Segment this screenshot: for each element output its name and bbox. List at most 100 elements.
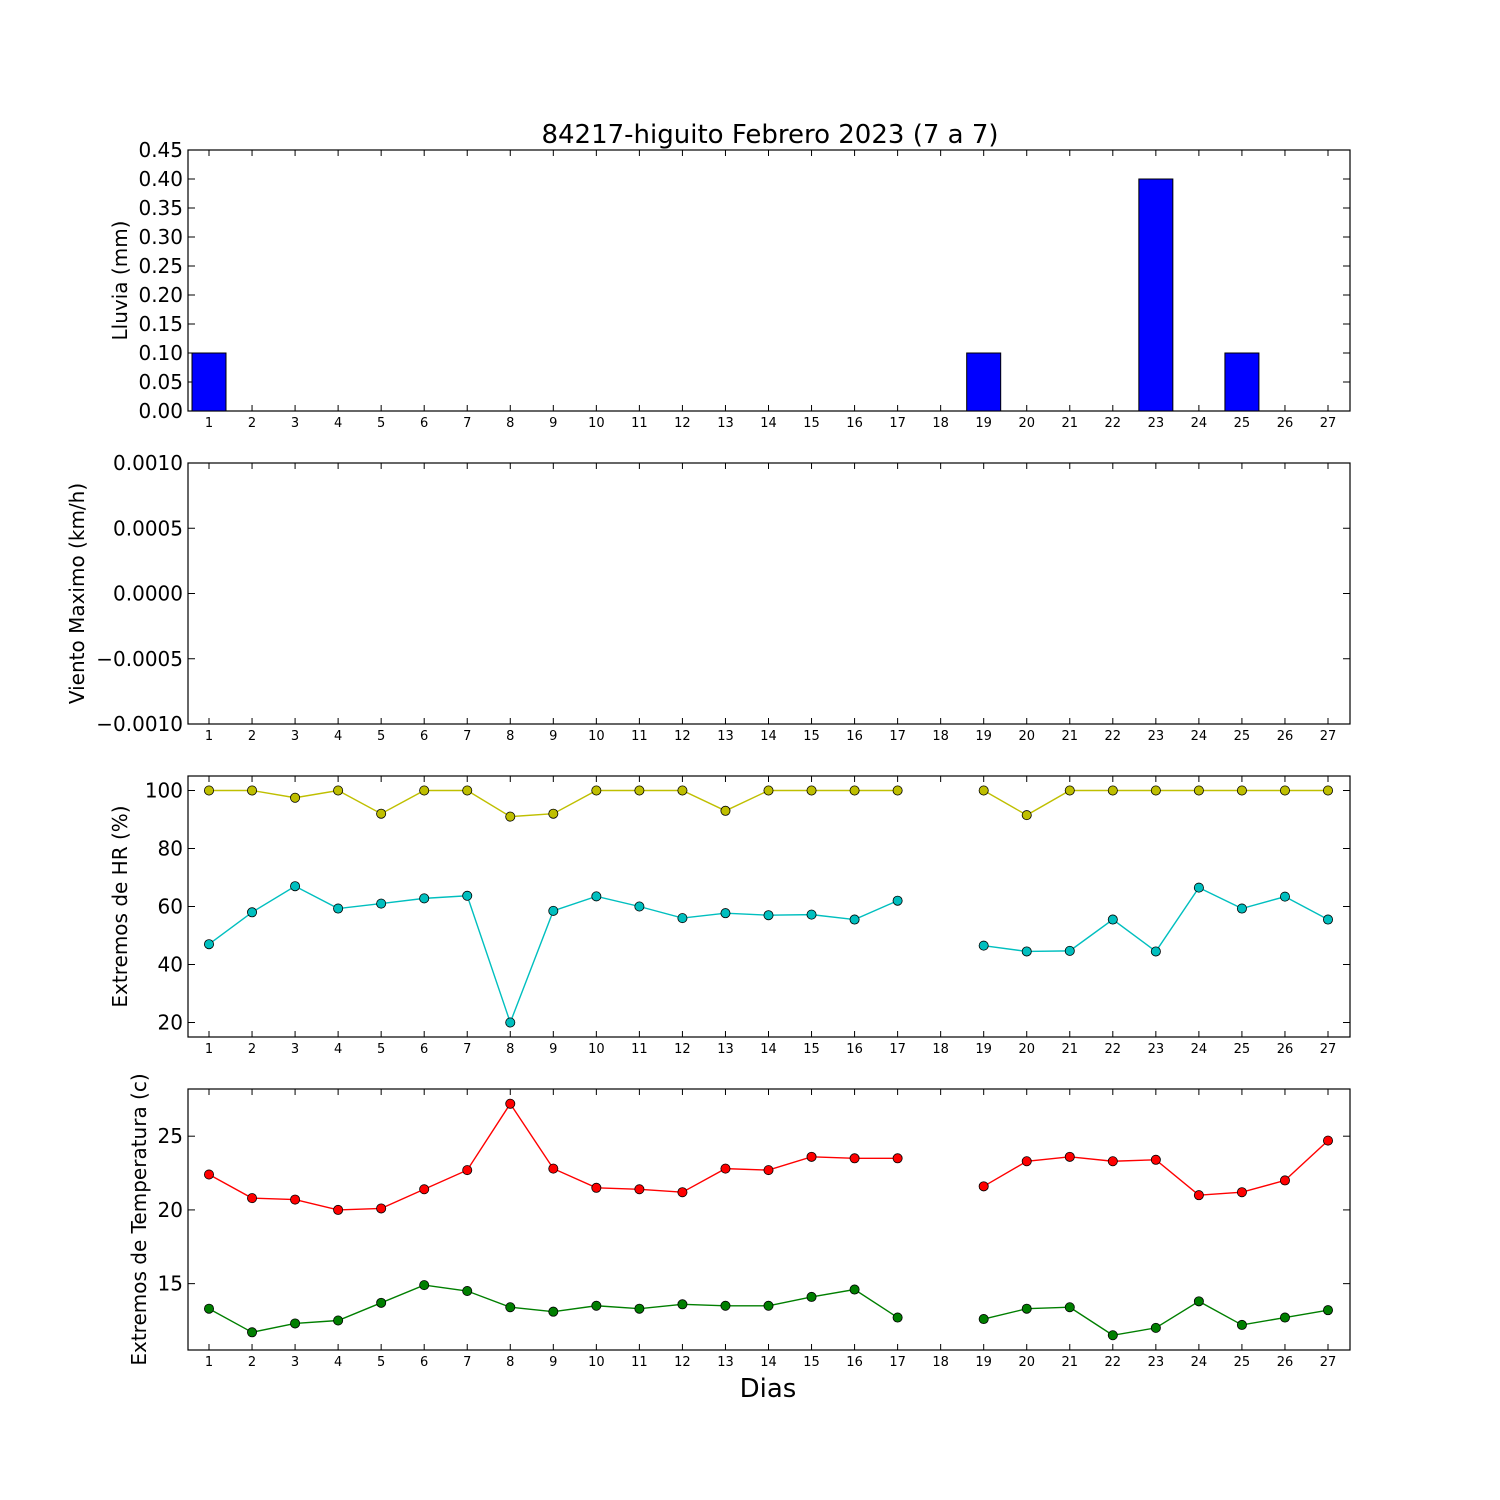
- x-tick-label: 25: [1234, 1355, 1251, 1370]
- data-point: [376, 898, 387, 909]
- x-tick-label: 21: [1061, 1042, 1078, 1057]
- data-point: [1279, 785, 1290, 796]
- x-tick-label: 14: [760, 729, 777, 744]
- data-point: [1150, 1322, 1161, 1333]
- data-point: [591, 1182, 602, 1193]
- y-axis-label: Extremos de HR (%): [108, 805, 132, 1007]
- data-point: [290, 792, 301, 803]
- x-tick-label: 16: [846, 416, 863, 431]
- x-tick-label: 11: [631, 1355, 648, 1370]
- x-tick-label: 23: [1148, 729, 1165, 744]
- data-point: [1021, 1156, 1032, 1167]
- x-tick-label: 13: [717, 1042, 734, 1057]
- data-point: [290, 1194, 301, 1205]
- y-tick-label: 80: [158, 837, 183, 861]
- x-tick-label: 8: [506, 416, 514, 431]
- panels: 0.00 0.05 0.10 0.15 0.20 0.25 0.30 0.35 0.40 0.45…: [65, 138, 1351, 1370]
- data-point: [1107, 1330, 1118, 1341]
- data-point: [1107, 914, 1118, 925]
- x-tick-label: 6: [420, 1042, 428, 1057]
- data-point: [333, 785, 344, 796]
- data-point: [333, 1204, 344, 1215]
- chart-title: 84217-higuito Febrero 2023 (7 a 7): [541, 120, 998, 150]
- data-point: [247, 1327, 258, 1338]
- data-point: [1150, 785, 1161, 796]
- x-tick-label: 19: [975, 729, 992, 744]
- data-point: [203, 939, 214, 950]
- data-point: [1021, 810, 1032, 821]
- plot-frame: [187, 149, 1351, 412]
- data-point: [290, 881, 301, 892]
- data-point: [720, 908, 731, 919]
- data-point: [333, 1315, 344, 1326]
- y-tick-label: 0.30: [138, 225, 183, 249]
- x-tick-label: 24: [1191, 1042, 1208, 1057]
- x-tick-label: 23: [1148, 416, 1165, 431]
- x-tick-label: 15: [803, 416, 820, 431]
- x-tick-label: 12: [674, 1355, 691, 1370]
- x-tick-label: 7: [463, 1042, 471, 1057]
- data-point: [677, 1299, 688, 1310]
- y-tick-label: 0.0000: [113, 582, 183, 606]
- data-point: [1323, 914, 1334, 925]
- x-tick-label: 2: [248, 1042, 256, 1057]
- bar: [191, 352, 227, 412]
- data-point: [1323, 785, 1334, 796]
- data-point: [247, 907, 258, 918]
- data-point: [1193, 785, 1204, 796]
- x-tick-label: 7: [463, 416, 471, 431]
- x-tick-label: 3: [291, 729, 299, 744]
- x-tick-label: 23: [1148, 1355, 1165, 1370]
- data-point: [763, 785, 774, 796]
- x-tick-label: 13: [717, 729, 734, 744]
- data-point: [1193, 1296, 1204, 1307]
- y-tick-label: 0.40: [138, 167, 183, 191]
- plot-frame: [187, 462, 1351, 725]
- data-point: [376, 1203, 387, 1214]
- data-point: [849, 785, 860, 796]
- x-tick-label: 10: [588, 729, 605, 744]
- data-point: [203, 1303, 214, 1314]
- data-point: [892, 895, 903, 906]
- x-tick-label: 7: [463, 729, 471, 744]
- data-point: [849, 1284, 860, 1295]
- x-tick-label: 23: [1148, 1042, 1165, 1057]
- data-point: [1279, 891, 1290, 902]
- x-tick-label: 2: [248, 1355, 256, 1370]
- data-point: [634, 1303, 645, 1314]
- y-tick-label: 0.20: [138, 283, 183, 307]
- y-tick-label: 100: [145, 779, 183, 803]
- data-point: [1193, 882, 1204, 893]
- x-tick-label: 17: [889, 416, 906, 431]
- x-tick-label: 20: [1018, 1042, 1035, 1057]
- data-point: [419, 1184, 430, 1195]
- x-tick-label: 11: [631, 729, 648, 744]
- data-point: [591, 1300, 602, 1311]
- x-tick-label: 24: [1191, 1355, 1208, 1370]
- x-tick-label: 18: [932, 729, 949, 744]
- panel-1: 0.00 0.05 0.10 0.15 0.20 0.25 0.30 0.35 0.40 0.45…: [108, 138, 1351, 431]
- x-tick-label: 14: [760, 416, 777, 431]
- data-point: [1236, 1319, 1247, 1330]
- y-axis-label: Lluvia (mm): [108, 221, 132, 341]
- data-point: [462, 1165, 473, 1176]
- x-tick-label: 22: [1105, 416, 1122, 431]
- data-point: [1236, 1187, 1247, 1198]
- data-point: [1021, 946, 1032, 957]
- data-point: [1021, 1303, 1032, 1314]
- data-point: [505, 1098, 516, 1109]
- data-point: [419, 1280, 430, 1291]
- x-tick-label: 21: [1061, 416, 1078, 431]
- data-point: [634, 901, 645, 912]
- bar: [1224, 352, 1260, 412]
- x-tick-label: 19: [975, 416, 992, 431]
- data-point: [1064, 1151, 1075, 1162]
- x-tick-label: 12: [674, 416, 691, 431]
- y-tick-label: 0.00: [138, 399, 183, 423]
- bar: [1138, 178, 1174, 412]
- data-point: [505, 811, 516, 822]
- y-tick-label: 0.15: [138, 312, 183, 336]
